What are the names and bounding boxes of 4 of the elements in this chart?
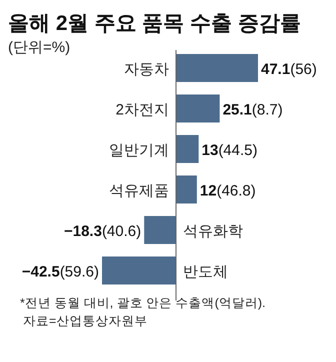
annotation: 자료=산업통상자원부 — [23, 314, 148, 328]
subtitle: (단위=%) — [8, 39, 70, 56]
title: 올해 2월 주요 품목 수출 증감률 — [8, 12, 301, 35]
annotation: *전년 동월 대비, 괄호 안은 수출액(억달러). — [20, 296, 266, 310]
